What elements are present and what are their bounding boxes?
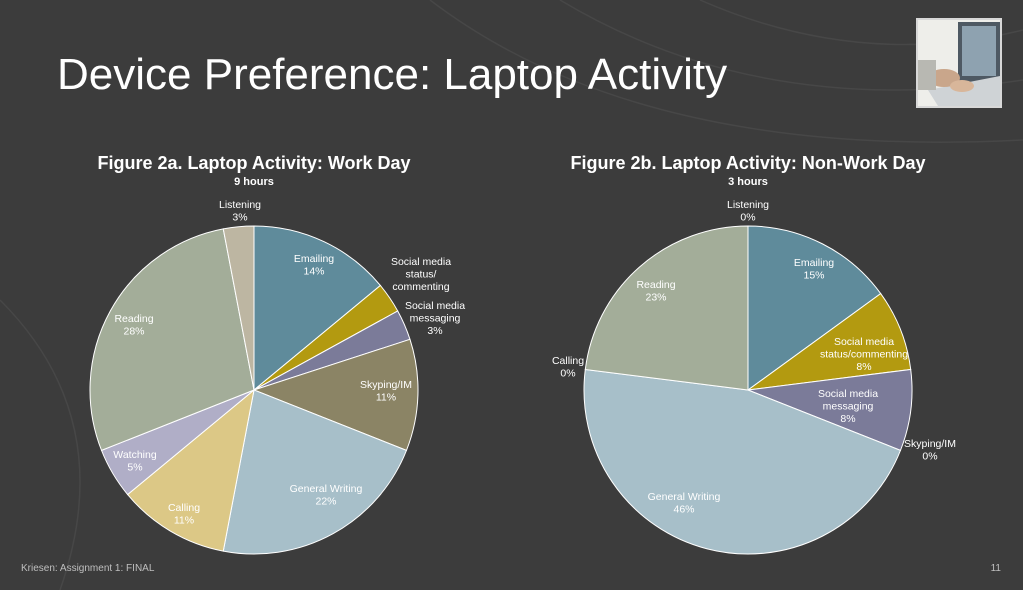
slice-label: Social media status/commenting xyxy=(391,256,451,293)
pie-slice xyxy=(584,225,749,391)
slide-title: Device Preference: Laptop Activity xyxy=(57,50,728,99)
chart-subtitle: 9 hours xyxy=(234,176,274,188)
laptop-typing-photo xyxy=(916,18,1002,108)
slice-label: Calling 11% xyxy=(168,502,200,527)
slice-label: Emailing 14% xyxy=(294,253,334,278)
slice-label: Emailing 15% xyxy=(794,257,834,282)
slice-label: Skyping/IM 11% xyxy=(360,379,412,404)
pie-slice xyxy=(583,368,902,555)
slice-label: Social media messaging 3% xyxy=(405,300,465,337)
chart-title: Figure 2a. Laptop Activity: Work Day xyxy=(97,153,411,173)
slice-label: Listening 0% xyxy=(727,199,769,224)
chart-title: Figure 2b. Laptop Activity: Non-Work Day xyxy=(570,153,926,173)
pie-slice xyxy=(222,389,408,555)
page-number: 11 xyxy=(990,563,1001,574)
slice-label: Social media messaging 8% xyxy=(818,388,878,425)
slice-label: Calling 0% xyxy=(552,355,584,380)
slice-label: Skyping/IM 0% xyxy=(904,438,956,463)
footer-text: Kriesen: Assignment 1: FINAL xyxy=(21,563,155,574)
slice-label: Listening 3% xyxy=(219,199,261,224)
pie-slice xyxy=(747,225,882,391)
pie-slice xyxy=(89,228,255,452)
slice-label: Watching 5% xyxy=(113,449,157,474)
slice-label: General Writing 22% xyxy=(290,483,363,508)
pie-slice xyxy=(253,225,382,392)
pie-slice xyxy=(252,338,419,452)
pie-slice xyxy=(222,225,255,391)
chart-subtitle: 3 hours xyxy=(728,176,768,188)
pie-slice xyxy=(126,388,255,552)
slice-label: Reading 23% xyxy=(636,279,675,304)
slice-label: Reading 28% xyxy=(114,313,153,338)
slice-label: Social media status/commenting 8% xyxy=(820,336,908,373)
slice-label: General Writing 46% xyxy=(648,491,721,516)
